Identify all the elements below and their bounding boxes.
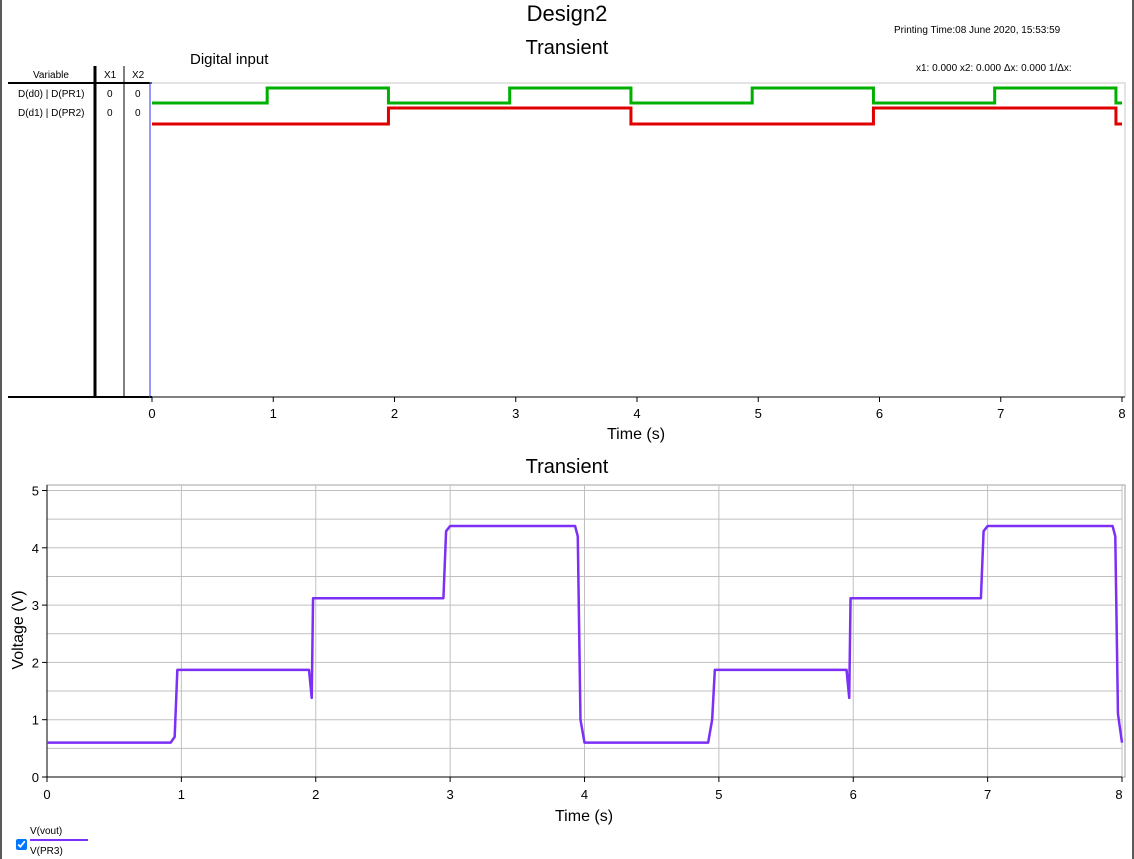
analog-x-axis-label: Time (s) — [555, 808, 614, 825]
digital-plot-area — [149, 82, 1126, 398]
analog-chart-title: Transient — [525, 456, 609, 478]
table-row-d1-name[interactable]: D(d1) | D(PR2) — [18, 108, 85, 119]
analog-x-tick-label: 6 — [850, 787, 857, 802]
table-row-d0-name[interactable]: D(d0) | D(PR1) — [18, 89, 85, 100]
printing-time: Printing Time:08 June 2020, 15:53:59 — [894, 25, 1061, 36]
analog-y-tick-label: 4 — [32, 541, 39, 556]
table-row-d1-x1: 0 — [107, 108, 113, 119]
table-row-d1-x2: 0 — [135, 108, 141, 119]
window-right-border — [1132, 0, 1134, 859]
digital-x-tick-label: 8 — [1118, 406, 1125, 421]
digital-x-tick-label: 1 — [270, 406, 277, 421]
analog-series-group — [47, 524, 1124, 744]
digital-x-ticks: 0 1 2 3 4 5 6 7 8 — [148, 397, 1126, 421]
digital-x-tick-label: 2 — [391, 406, 398, 421]
analog-x-tick-label: 3 — [447, 787, 454, 802]
analog-y-tick-label: 1 — [32, 713, 39, 728]
analog-plot-area — [46, 484, 1126, 778]
cursor-readout: x1: 0.000 x2: 0.000 Δx: 0.000 1/Δx: — [916, 63, 1072, 74]
digital-series-line-1[interactable] — [152, 106, 1122, 126]
analog-axes: 0 1 2 3 4 5 6 7 8 0 1 2 3 4 5 — [32, 484, 1123, 803]
analog-x-tick-label: 5 — [715, 787, 722, 802]
digital-x-tick-label: 7 — [997, 406, 1004, 421]
legend-series-swatch — [30, 839, 88, 841]
analog-y-tick-label: 2 — [32, 655, 39, 670]
digital-x-axis-label: Time (s) — [607, 426, 666, 443]
digital-x-tick-label: 5 — [755, 406, 762, 421]
analog-grid — [46, 485, 1123, 777]
digital-series-line-0[interactable] — [152, 86, 1122, 105]
analog-x-tick-label: 4 — [581, 787, 588, 802]
table-header-variable: Variable — [33, 70, 69, 81]
digital-x-tick-label: 0 — [148, 406, 155, 421]
table-header-x1[interactable]: X1 — [104, 70, 117, 81]
analog-y-tick-label: 5 — [32, 484, 39, 499]
analog-x-tick-label: 1 — [178, 787, 185, 802]
table-row-d0-x2: 0 — [135, 89, 141, 100]
digital-x-tick-label: 6 — [876, 406, 883, 421]
digital-x-tick-label: 4 — [633, 406, 640, 421]
digital-series-group — [152, 86, 1122, 126]
legend-series-name[interactable]: V(vout) — [30, 826, 63, 837]
legend-series-checkbox[interactable] — [16, 839, 27, 850]
digital-chart-title: Transient — [525, 37, 609, 59]
analog-series-line-0[interactable] — [47, 524, 1124, 744]
table-header-x2[interactable]: X2 — [132, 70, 145, 81]
analog-x-tick-label: 2 — [312, 787, 319, 802]
analog-y-tick-label: 0 — [32, 770, 39, 785]
window-left-border — [0, 0, 2, 859]
table-row-d0-x1: 0 — [107, 89, 113, 100]
analog-x-tick-label: 8 — [1115, 787, 1122, 802]
design-title: Design2 — [526, 1, 608, 26]
legend-probe-name[interactable]: V(PR3) — [30, 846, 63, 857]
analog-y-tick-label: 3 — [32, 598, 39, 613]
analog-x-tick-label: 7 — [984, 787, 991, 802]
digital-x-tick-label: 3 — [512, 406, 519, 421]
analog-x-tick-label: 0 — [43, 787, 50, 802]
digital-input-note: Digital input — [190, 51, 269, 68]
